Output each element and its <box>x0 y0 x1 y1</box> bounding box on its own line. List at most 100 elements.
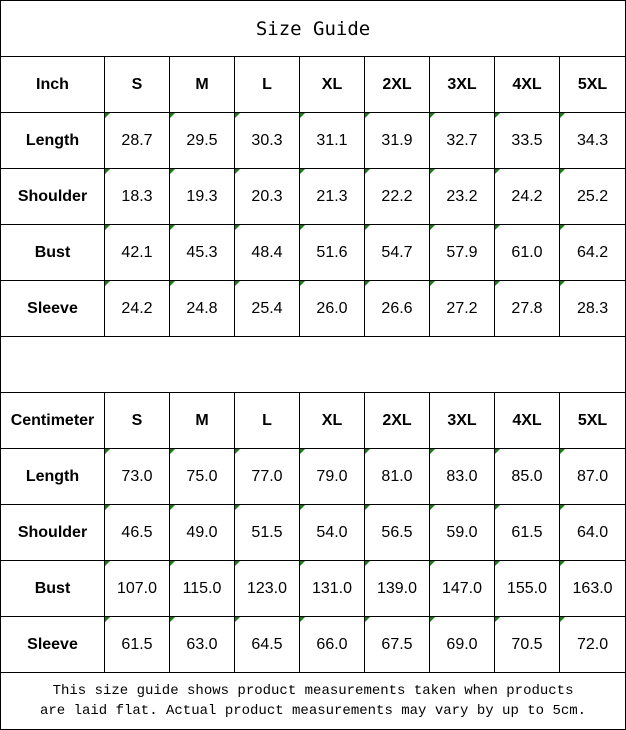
measurement-value: 56.5 <box>364 504 430 561</box>
measurement-value: 26.0 <box>299 280 365 337</box>
size-header-xl: XL <box>299 56 365 113</box>
measurement-value: 27.8 <box>494 280 560 337</box>
measurement-value: 22.2 <box>364 168 430 225</box>
measurement-value: 24.8 <box>169 280 235 337</box>
measurement-value: 24.2 <box>494 168 560 225</box>
measurement-value: 59.0 <box>429 504 495 561</box>
measurement-value: 31.1 <box>299 112 365 169</box>
measurement-value: 61.5 <box>104 616 170 673</box>
measurement-value: 21.3 <box>299 168 365 225</box>
measurement-value: 34.3 <box>558 112 626 169</box>
measurement-value: 54.7 <box>364 224 430 281</box>
measurement-value: 42.1 <box>104 224 170 281</box>
measurement-value: 79.0 <box>299 448 365 505</box>
title-row: Size Guide <box>0 0 626 57</box>
page-title: Size Guide <box>0 0 626 57</box>
measurement-value: 61.5 <box>494 504 560 561</box>
size-header-2xl: 2XL <box>364 392 430 449</box>
measurement-value: 20.3 <box>234 168 300 225</box>
note-line2: are laid flat. Actual product measuremen… <box>39 703 587 719</box>
measurement-value: 85.0 <box>494 448 560 505</box>
measurement-value: 51.5 <box>234 504 300 561</box>
measurement-value: 32.7 <box>429 112 495 169</box>
size-header-5xl: 5XL <box>558 56 626 113</box>
table-row: Length 28.7 29.5 30.3 31.1 31.9 32.7 33.5 34.3 <box>0 112 626 169</box>
size-header-m: M <box>169 392 235 449</box>
size-header-l: L <box>234 56 300 113</box>
measurement-value: 63.0 <box>169 616 235 673</box>
size-header-2xl: 2XL <box>364 56 430 113</box>
measurement-value: 87.0 <box>558 448 626 505</box>
table-row: Sleeve 24.2 24.8 25.4 26.0 26.6 27.2 27.8 28.3 <box>0 280 626 337</box>
measurement-value: 67.5 <box>364 616 430 673</box>
blank-cell <box>0 336 626 393</box>
measurement-value: 28.3 <box>558 280 626 337</box>
table-row: Shoulder 18.3 19.3 20.3 21.3 22.2 23.2 24.2 25.2 <box>0 168 626 225</box>
measurement-value: 147.0 <box>429 560 495 617</box>
measurement-label: Length <box>0 112 105 169</box>
measurement-value: 24.2 <box>104 280 170 337</box>
note-row: This size guide shows product measuremen… <box>0 672 626 730</box>
measurement-value: 25.4 <box>234 280 300 337</box>
measurement-value: 26.6 <box>364 280 430 337</box>
measurement-value: 75.0 <box>169 448 235 505</box>
measurement-label: Sleeve <box>0 616 105 673</box>
measurement-value: 30.3 <box>234 112 300 169</box>
measurement-label: Bust <box>0 560 105 617</box>
measurement-value: 57.9 <box>429 224 495 281</box>
measurement-value: 33.5 <box>494 112 560 169</box>
table-row: Sleeve 61.5 63.0 64.5 66.0 67.5 69.0 70.5 72.0 <box>0 616 626 673</box>
measurement-value: 72.0 <box>558 616 626 673</box>
size-header-3xl: 3XL <box>429 56 495 113</box>
note-cell: This size guide shows product measuremen… <box>0 672 626 730</box>
measurement-value: 163.0 <box>558 560 626 617</box>
measurement-value: 18.3 <box>104 168 170 225</box>
measurement-value: 23.2 <box>429 168 495 225</box>
measurement-label: Sleeve <box>0 280 105 337</box>
measurement-value: 64.0 <box>558 504 626 561</box>
measurement-label: Shoulder <box>0 504 105 561</box>
measurement-value: 155.0 <box>494 560 560 617</box>
header-row: Inch S M L XL 2XL 3XL 4XL 5XL <box>0 56 626 113</box>
table-row: Shoulder 46.5 49.0 51.5 54.0 56.5 59.0 61.5 64.0 <box>0 504 626 561</box>
measurement-value: 19.3 <box>169 168 235 225</box>
measurement-value: 66.0 <box>299 616 365 673</box>
measurement-value: 54.0 <box>299 504 365 561</box>
size-header-4xl: 4XL <box>494 56 560 113</box>
measurement-value: 70.5 <box>494 616 560 673</box>
spacer-row <box>0 336 626 393</box>
measurement-value: 64.5 <box>234 616 300 673</box>
measurement-value: 48.4 <box>234 224 300 281</box>
measurement-value: 51.6 <box>299 224 365 281</box>
measurement-value: 107.0 <box>104 560 170 617</box>
measurement-label: Length <box>0 448 105 505</box>
measurement-value: 139.0 <box>364 560 430 617</box>
table-row: Bust 107.0 115.0 123.0 131.0 139.0 147.0 155.0 1… <box>0 560 626 617</box>
measurement-value: 28.7 <box>104 112 170 169</box>
measurement-value: 46.5 <box>104 504 170 561</box>
measurement-value: 45.3 <box>169 224 235 281</box>
size-header-s: S <box>104 392 170 449</box>
measurement-value: 69.0 <box>429 616 495 673</box>
measurement-value: 115.0 <box>169 560 235 617</box>
size-header-s: S <box>104 56 170 113</box>
size-header-l: L <box>234 392 300 449</box>
measurement-value: 31.9 <box>364 112 430 169</box>
measurement-label: Shoulder <box>0 168 105 225</box>
measurement-value: 25.2 <box>558 168 626 225</box>
table-row: Length 73.0 75.0 77.0 79.0 81.0 83.0 85.0 87.0 <box>0 448 626 505</box>
size-header-5xl: 5XL <box>558 392 626 449</box>
size-header-3xl: 3XL <box>429 392 495 449</box>
note-line1: This size guide shows product measuremen… <box>52 683 574 699</box>
measurement-value: 73.0 <box>104 448 170 505</box>
measurement-value: 77.0 <box>234 448 300 505</box>
unit-header: Inch <box>0 56 105 113</box>
measurement-value: 81.0 <box>364 448 430 505</box>
measurement-value: 61.0 <box>494 224 560 281</box>
size-header-m: M <box>169 56 235 113</box>
measurement-value: 49.0 <box>169 504 235 561</box>
header-row: Centimeter S M L XL 2XL 3XL 4XL 5XL <box>0 392 626 449</box>
measurement-value: 64.2 <box>558 224 626 281</box>
size-header-4xl: 4XL <box>494 392 560 449</box>
